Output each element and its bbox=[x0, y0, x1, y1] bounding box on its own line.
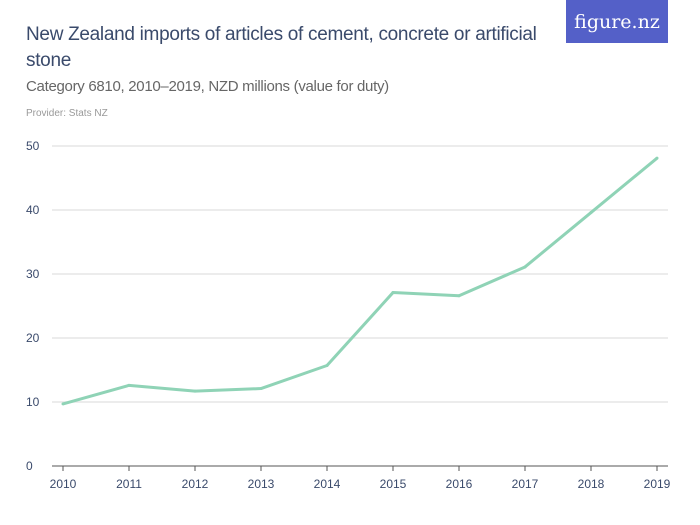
x-tick-label: 2012 bbox=[182, 477, 209, 491]
data-point bbox=[259, 387, 263, 391]
y-tick-label: 30 bbox=[26, 267, 40, 281]
x-tick-label: 2019 bbox=[644, 477, 671, 491]
provider-label: Provider: Stats NZ bbox=[26, 108, 108, 119]
data-point bbox=[193, 389, 197, 393]
data-point bbox=[457, 294, 461, 298]
data-point bbox=[127, 383, 131, 387]
data-point bbox=[61, 402, 65, 406]
data-point bbox=[391, 291, 395, 295]
figure-nz-logo[interactable]: figure.nz bbox=[566, 0, 668, 43]
data-point bbox=[523, 265, 527, 269]
x-tick-label: 2014 bbox=[314, 477, 341, 491]
data-line bbox=[62, 157, 658, 406]
data-point bbox=[325, 364, 329, 368]
chart-subtitle: Category 6810, 2010–2019, NZD millions (… bbox=[26, 78, 389, 95]
y-tick-label: 40 bbox=[26, 203, 40, 217]
y-tick-label: 0 bbox=[26, 459, 33, 473]
data-point bbox=[589, 211, 593, 215]
x-tick-label: 2011 bbox=[116, 477, 142, 491]
x-tick-label: 2017 bbox=[512, 477, 539, 491]
x-tick-label: 2010 bbox=[50, 477, 77, 491]
x-tick-label: 2016 bbox=[446, 477, 473, 491]
x-tick-label: 2015 bbox=[380, 477, 407, 491]
y-tick-label: 50 bbox=[26, 139, 40, 153]
chart-title: New Zealand imports of articles of cemen… bbox=[26, 24, 537, 71]
x-tick-label: 2018 bbox=[578, 477, 605, 491]
logo-text: figure.nz bbox=[574, 10, 660, 33]
y-tick-label: 10 bbox=[26, 395, 40, 409]
data-point bbox=[655, 156, 659, 160]
x-tick-label: 2013 bbox=[248, 477, 275, 491]
y-tick-label: 20 bbox=[26, 331, 40, 345]
